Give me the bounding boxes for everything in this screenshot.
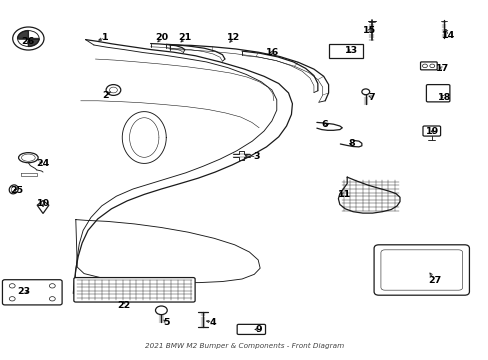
FancyBboxPatch shape <box>420 62 436 70</box>
Text: 1: 1 <box>102 33 108 42</box>
FancyBboxPatch shape <box>422 126 440 136</box>
Text: 24: 24 <box>36 159 50 168</box>
FancyBboxPatch shape <box>74 278 195 302</box>
FancyBboxPatch shape <box>237 324 265 334</box>
Text: 13: 13 <box>344 46 357 55</box>
Text: 27: 27 <box>427 276 441 285</box>
Text: 9: 9 <box>255 325 262 334</box>
Text: 4: 4 <box>209 318 216 327</box>
Text: 26: 26 <box>21 37 35 46</box>
Text: 18: 18 <box>437 93 451 102</box>
Text: 16: 16 <box>265 48 279 57</box>
Text: 11: 11 <box>337 190 351 199</box>
Text: 3: 3 <box>253 152 260 161</box>
Text: 5: 5 <box>163 318 169 327</box>
Text: 6: 6 <box>321 120 328 129</box>
Text: 20: 20 <box>155 33 167 42</box>
Polygon shape <box>18 31 28 39</box>
Text: 8: 8 <box>348 139 355 148</box>
Text: 21: 21 <box>178 33 191 42</box>
Text: 25: 25 <box>11 186 23 195</box>
Text: 14: 14 <box>441 31 455 40</box>
Text: 10: 10 <box>37 199 49 208</box>
Polygon shape <box>37 201 49 213</box>
Text: 23: 23 <box>17 287 30 296</box>
Text: 17: 17 <box>435 64 448 73</box>
Text: 12: 12 <box>226 33 240 42</box>
FancyBboxPatch shape <box>373 245 468 295</box>
Ellipse shape <box>19 153 38 163</box>
Text: 15: 15 <box>362 26 375 35</box>
FancyBboxPatch shape <box>426 85 449 102</box>
Text: 2021 BMW M2 Bumper & Components - Front Diagram: 2021 BMW M2 Bumper & Components - Front … <box>144 343 344 349</box>
Polygon shape <box>28 39 39 46</box>
Ellipse shape <box>9 185 18 194</box>
Text: 2: 2 <box>102 91 108 100</box>
Text: 19: 19 <box>425 127 439 136</box>
Bar <box>328 44 362 58</box>
Text: 22: 22 <box>117 302 130 310</box>
Text: 7: 7 <box>367 93 374 102</box>
FancyBboxPatch shape <box>2 280 62 305</box>
